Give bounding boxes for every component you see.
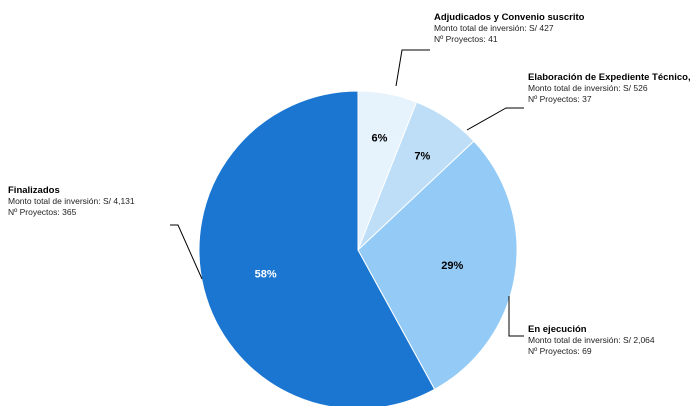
- pie-slice-3: [198, 90, 436, 406]
- callout-proyectos: Nº Proyectos: 69: [528, 346, 592, 356]
- slice-percent-label: 6%: [371, 133, 387, 145]
- callout-title: Adjudicados y Convenio suscrito: [434, 12, 585, 23]
- callout-monto: Monto total de inversión: S/ 2,064: [528, 335, 655, 345]
- callout-monto: Monto total de inversión: S/ 427: [434, 23, 554, 33]
- callout-leader-line: [508, 296, 524, 337]
- callout-title: Finalizados: [8, 185, 60, 196]
- callout-proyectos: Nº Proyectos: 37: [528, 94, 592, 104]
- slice-percent-label: 29%: [441, 260, 463, 272]
- callout-proyectos: Nº Proyectos: 365: [8, 207, 77, 217]
- callout-leader-line: [170, 224, 203, 280]
- callout-monto: Monto total de inversión: S/ 526: [528, 83, 648, 93]
- callout-title: En ejecución: [528, 324, 587, 335]
- pie-percent-labels: 6% 7% 29% 58%: [255, 133, 464, 281]
- callout-leader-line: [395, 49, 430, 87]
- slice-percent-label: 7%: [414, 150, 430, 162]
- callout-proyectos: Nº Proyectos: 41: [434, 34, 498, 44]
- callout-title: Elaboración de Expediente Técnico,: [528, 72, 691, 83]
- slice-percent-label: 58%: [255, 269, 277, 281]
- callout-leader-lines: [170, 49, 524, 337]
- callout-leader-line: [466, 107, 524, 131]
- callout-monto: Monto total de inversión: S/ 4,131: [8, 196, 135, 206]
- pie-slices: [198, 90, 518, 406]
- pie-slice-2: [357, 140, 518, 391]
